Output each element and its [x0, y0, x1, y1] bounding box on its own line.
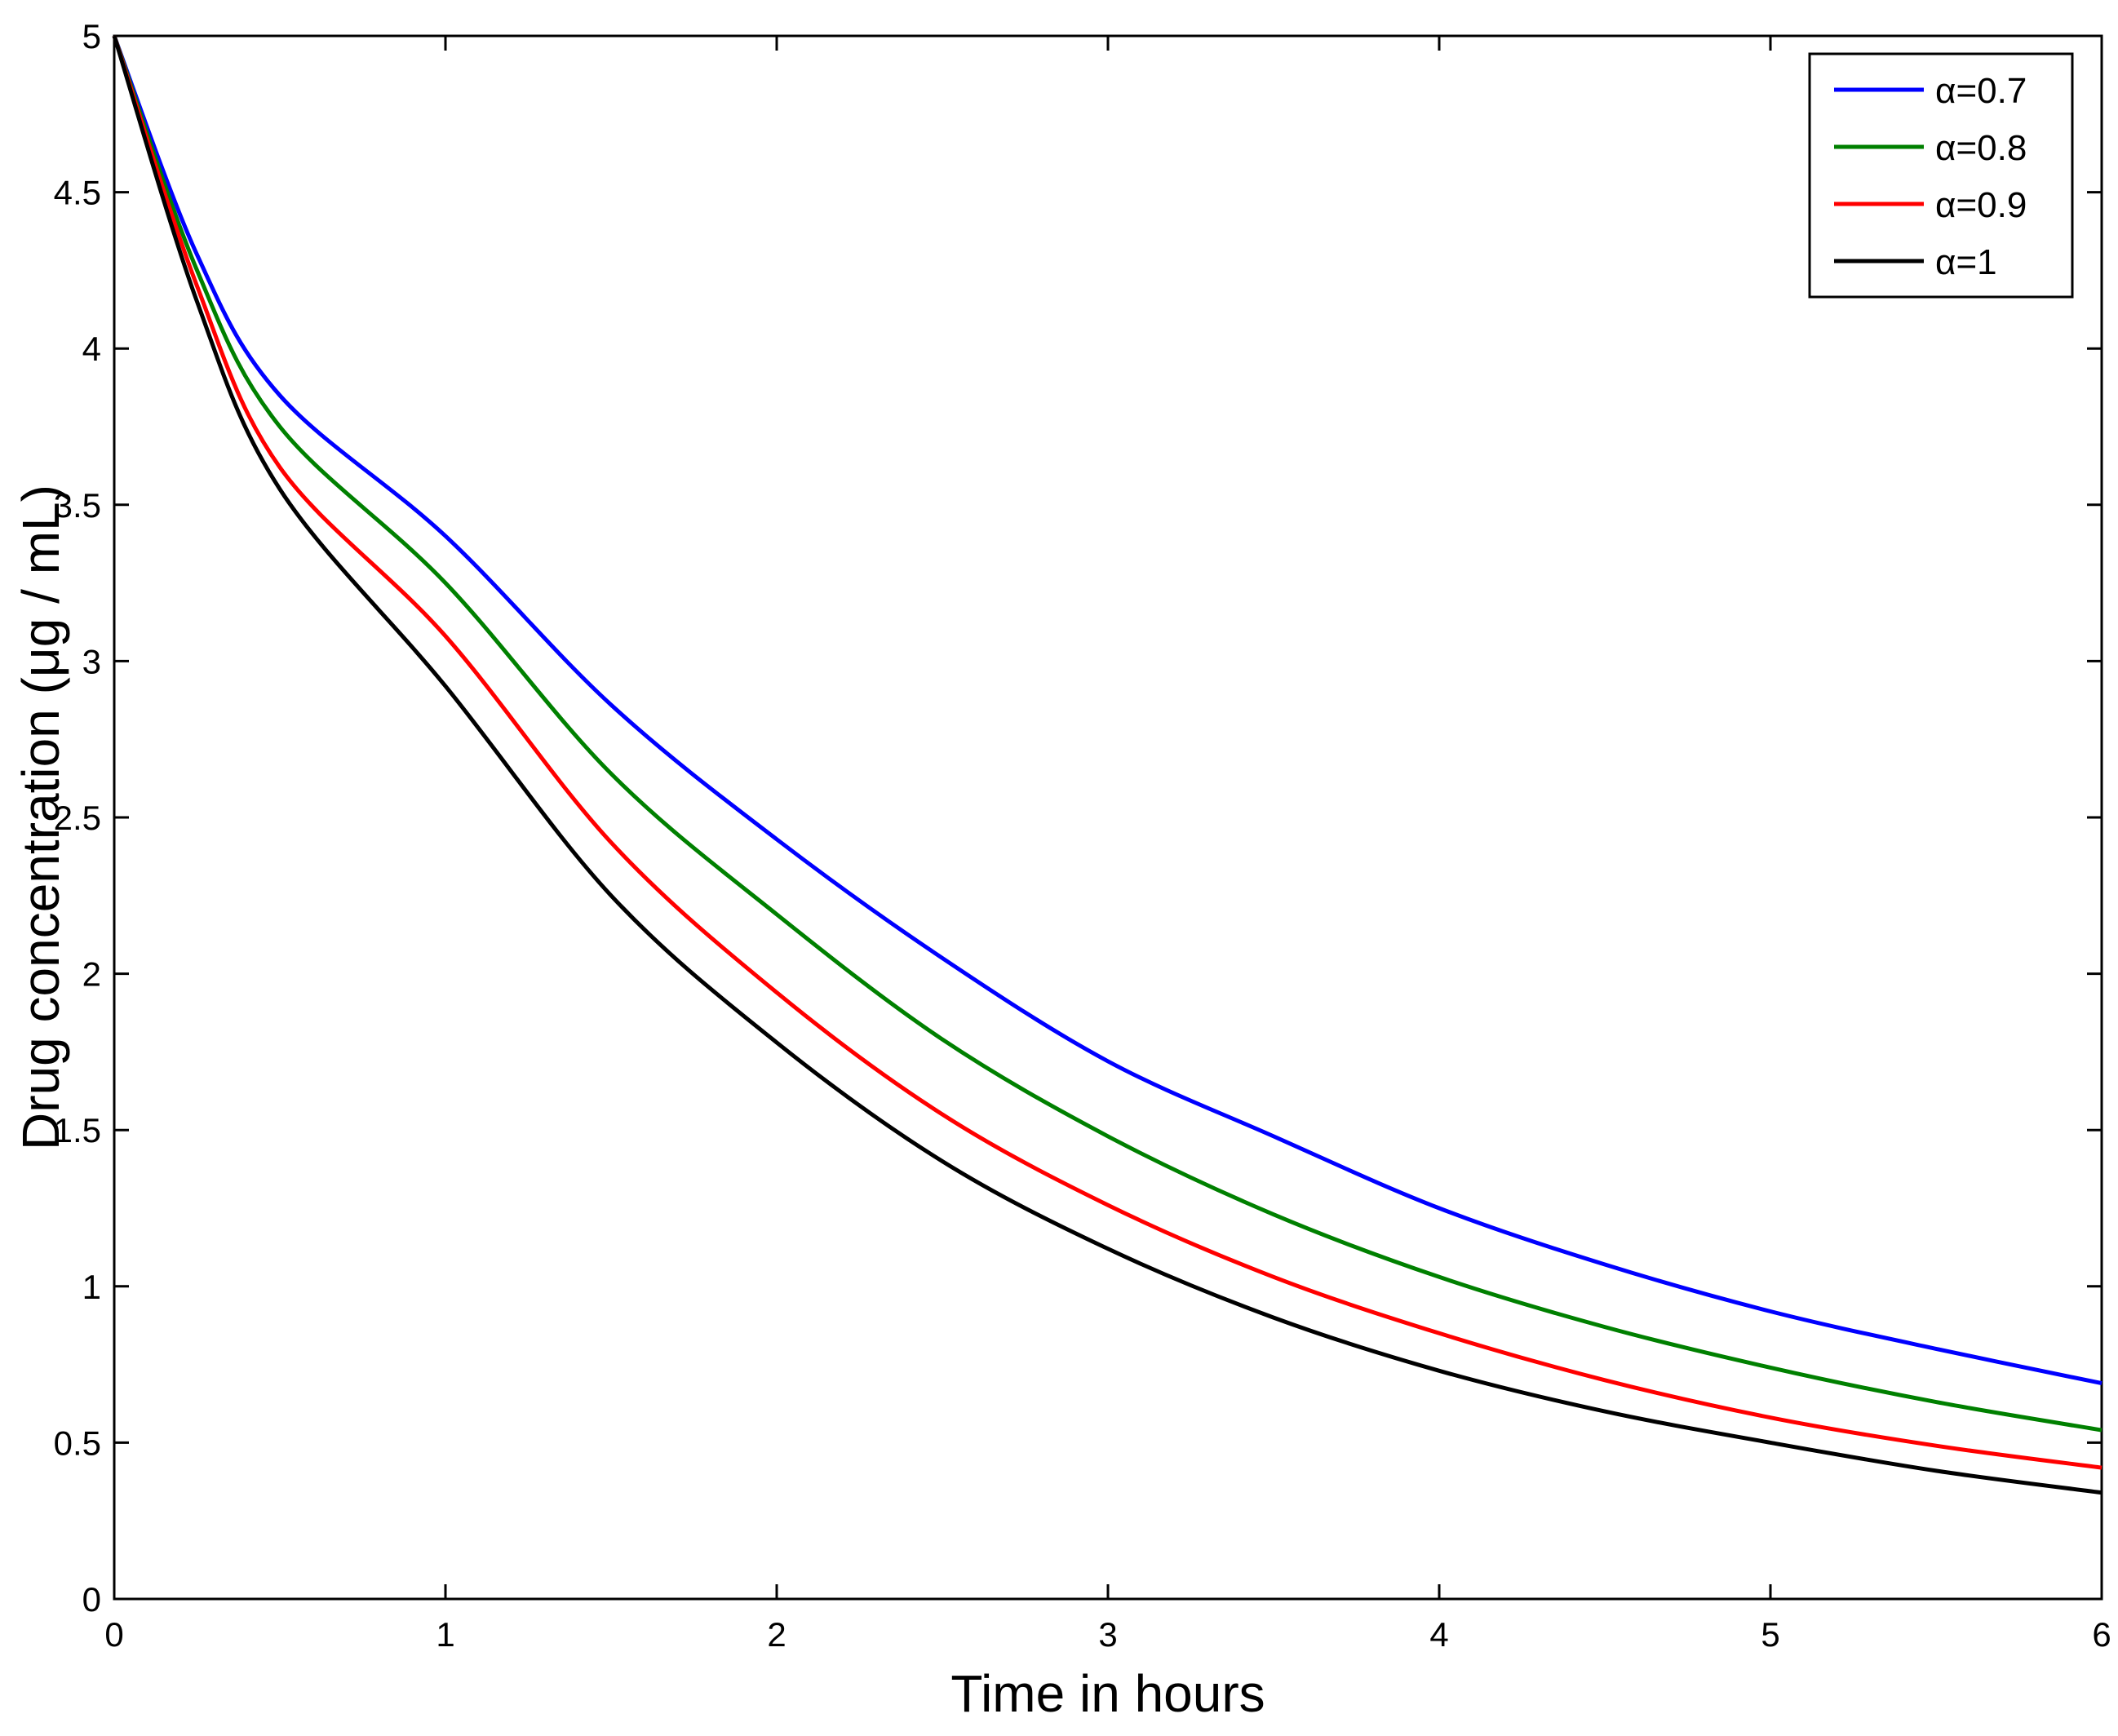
y-tick-label: 4.5 — [54, 174, 101, 212]
legend: α=0.7 α=0.8 α=0.9 α=1 — [1808, 52, 2074, 299]
y-tick-label: 2 — [82, 955, 101, 994]
x-tick-label: 0 — [104, 1615, 123, 1654]
plot-border — [113, 34, 2103, 1601]
x-tick-label: 5 — [1761, 1615, 1779, 1654]
legend-box — [1808, 52, 2074, 299]
legend-label: α=1 — [1935, 242, 1997, 282]
tick-labels: 0 1 2 3 4 5 6 0 0.5 1 1.5 2 2.5 3 3.5 4 4.5 5 — [54, 17, 2111, 1654]
y-tick-label: 2.5 — [54, 799, 101, 837]
series-line-1 — [112, 35, 2102, 1386]
x-axis-title: Time in hours — [950, 1664, 1265, 1723]
y-tick-label: 3 — [82, 642, 101, 680]
y-axis-title: Drug concentration (μg / mL) — [11, 485, 70, 1150]
legend-label: α=0.9 — [1935, 185, 2027, 225]
y-tick-label: 0 — [82, 1580, 101, 1619]
series-line-2 — [112, 35, 2102, 1433]
plot-area — [113, 34, 2103, 1601]
x-tick-label: 6 — [2092, 1615, 2111, 1654]
series-line-3 — [112, 35, 2102, 1470]
x-tick-label: 4 — [1429, 1615, 1448, 1654]
series-lines — [112, 35, 2102, 1495]
y-tick-label: 5 — [82, 17, 101, 55]
y-tick-label: 3.5 — [54, 486, 101, 525]
x-tick-label: 2 — [767, 1615, 786, 1654]
x-tick-label: 1 — [436, 1615, 454, 1654]
x-tick-label: 3 — [1098, 1615, 1117, 1654]
y-tick-label: 1.5 — [54, 1111, 101, 1149]
series-line-4 — [112, 35, 2102, 1495]
axis-ticks — [113, 34, 2103, 1601]
legend-label: α=0.7 — [1935, 71, 2027, 111]
legend-label: α=0.8 — [1935, 128, 2027, 168]
y-tick-label: 4 — [82, 330, 101, 368]
y-tick-label: 0.5 — [54, 1424, 101, 1462]
y-tick-label: 1 — [82, 1268, 101, 1306]
